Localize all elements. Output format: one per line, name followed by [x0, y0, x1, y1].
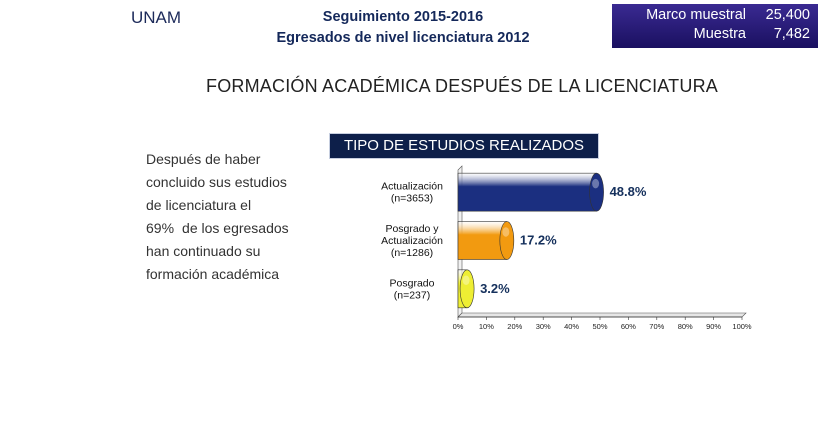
report-title-line2: Egresados de nivel licenciatura 2012: [276, 30, 530, 46]
summary-line-5: han continuado su: [146, 243, 261, 259]
bar-end-cap: [499, 221, 515, 260]
category-label: Posgrado: [390, 277, 435, 289]
x-tick-label: 100%: [732, 322, 752, 331]
marco-value: 25,400: [765, 7, 810, 23]
category-label: (n=237): [394, 289, 430, 301]
chart-floor: [457, 312, 747, 318]
summary-text: Después de haber concluido sus estudios …: [146, 148, 316, 286]
bar-highlight: [502, 227, 510, 237]
summary-percent: 69%: [146, 220, 175, 236]
summary-line-6: formación académica: [146, 266, 280, 282]
bar-end-cap: [459, 269, 475, 309]
summary-line-4-text: de los egresados: [182, 220, 289, 236]
x-tick-label: 90%: [706, 322, 721, 331]
muestra-value: 7,482: [773, 26, 810, 42]
x-tick-label: 60%: [621, 322, 636, 331]
data-label: 48.8%: [610, 184, 647, 199]
x-tick-label: 40%: [564, 322, 579, 331]
report-title-line1: Seguimiento 2015-2016: [322, 9, 484, 25]
x-tick-label: 80%: [678, 322, 693, 331]
x-tick-label: 0%: [453, 322, 464, 331]
bar-end-cap: [589, 172, 604, 212]
marco-label: Marco muestral: [646, 7, 746, 23]
sample-info-box: Marco muestral 25,400 Muestra 7,482: [612, 4, 818, 48]
report-header: Seguimiento 2015-2016 Egresados de nivel…: [248, 7, 558, 49]
x-tick-label: 30%: [536, 322, 551, 331]
category-label: (n=3653): [391, 193, 433, 205]
summary-line-1: Después de haber: [146, 151, 261, 167]
org-name: UNAM: [131, 8, 182, 27]
sample-row-marco: Marco muestral 25,400: [618, 6, 810, 25]
bar: [457, 221, 508, 260]
summary-line-3: de licenciatura el: [146, 197, 252, 213]
category-label: (n=1286): [391, 247, 433, 259]
data-label: 17.2%: [520, 233, 557, 248]
bar-highlight: [592, 178, 600, 189]
category-label: Posgrado y: [385, 223, 439, 235]
x-tick-label: 10%: [479, 322, 494, 331]
data-label: 3.2%: [480, 281, 510, 296]
x-tick-label: 50%: [592, 322, 607, 331]
summary-line-4: 69% de los egresados: [146, 217, 316, 240]
bar-highlight: [462, 275, 470, 286]
section-subtitle: FORMACIÓN ACADÉMICA DESPUÉS DE LA LICENC…: [206, 76, 718, 96]
summary-line-2: concluido sus estudios: [146, 174, 287, 190]
chart-title: TIPO DE ESTUDIOS REALIZADOS: [329, 133, 599, 159]
category-label: Actualización: [381, 235, 443, 247]
x-tick-label: 20%: [507, 322, 522, 331]
bar-chart: 0% 10% 20% 30% 40% 50% 60% 70% 80% 90% 100% 48.8% Ac…: [381, 165, 752, 331]
sample-row-muestra: Muestra 7,482: [618, 25, 810, 44]
category-label: Actualización: [381, 181, 443, 193]
x-tick-label: 70%: [649, 322, 664, 331]
bar: [457, 172, 597, 212]
muestra-label: Muestra: [693, 26, 746, 42]
